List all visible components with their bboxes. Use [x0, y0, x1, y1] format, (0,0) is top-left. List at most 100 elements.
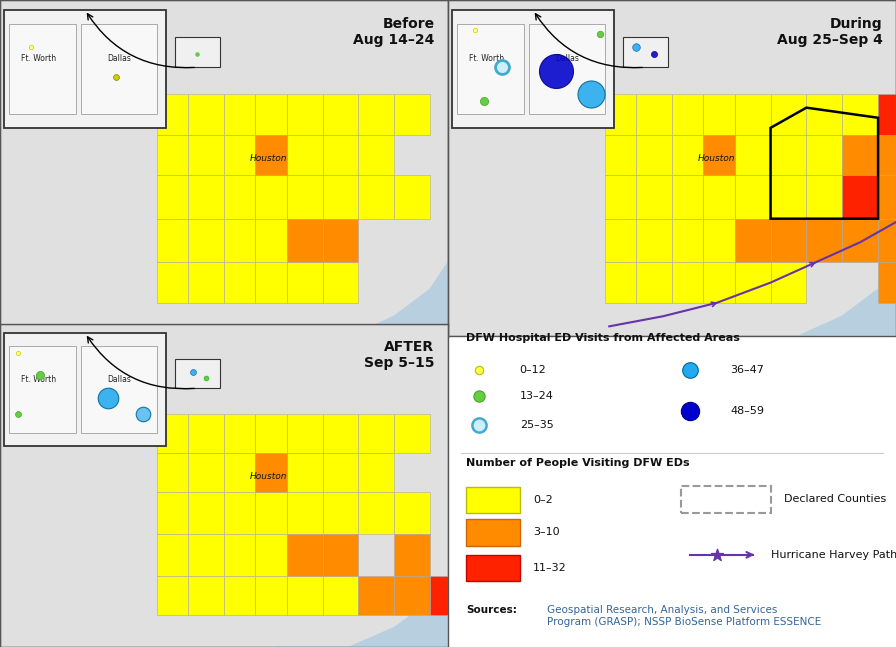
Polygon shape — [703, 135, 735, 175]
Text: Ft. Worth: Ft. Worth — [21, 375, 56, 384]
Polygon shape — [323, 534, 358, 576]
Polygon shape — [323, 219, 358, 263]
Text: During
Aug 25–Sep 4: During Aug 25–Sep 4 — [777, 17, 883, 47]
Polygon shape — [323, 576, 358, 615]
Polygon shape — [806, 135, 842, 175]
Polygon shape — [394, 175, 430, 219]
Polygon shape — [157, 453, 188, 492]
Polygon shape — [323, 94, 358, 135]
Polygon shape — [224, 492, 255, 534]
Point — [710, 550, 724, 560]
Polygon shape — [224, 219, 255, 263]
Point — [647, 49, 661, 59]
Polygon shape — [157, 175, 188, 219]
Bar — [81, 23, 157, 115]
Polygon shape — [735, 263, 771, 303]
Point — [472, 365, 487, 375]
Polygon shape — [188, 94, 224, 135]
Polygon shape — [878, 135, 896, 175]
Polygon shape — [394, 534, 430, 576]
Bar — [681, 487, 771, 512]
Polygon shape — [842, 94, 878, 135]
Polygon shape — [358, 94, 394, 135]
Polygon shape — [188, 135, 224, 175]
Polygon shape — [394, 414, 430, 453]
Polygon shape — [287, 492, 323, 534]
Polygon shape — [394, 492, 430, 534]
Point — [136, 409, 151, 419]
Bar — [175, 37, 220, 67]
Polygon shape — [157, 263, 188, 303]
Bar — [175, 359, 220, 388]
Polygon shape — [771, 94, 806, 135]
Polygon shape — [672, 219, 703, 263]
Bar — [466, 487, 520, 514]
Bar — [452, 10, 614, 128]
Text: 3–10: 3–10 — [533, 527, 560, 537]
Polygon shape — [188, 492, 224, 534]
Bar — [466, 519, 520, 546]
Polygon shape — [806, 219, 842, 263]
Point — [593, 28, 607, 39]
Polygon shape — [605, 94, 636, 135]
Polygon shape — [394, 576, 430, 615]
Bar — [9, 23, 76, 115]
Polygon shape — [157, 534, 188, 576]
Polygon shape — [878, 219, 896, 263]
Polygon shape — [287, 135, 323, 175]
Polygon shape — [726, 263, 896, 336]
Text: Hurricane Harvey Path: Hurricane Harvey Path — [771, 550, 896, 560]
Polygon shape — [157, 219, 188, 263]
Polygon shape — [287, 534, 323, 576]
Polygon shape — [636, 94, 672, 135]
Polygon shape — [771, 135, 806, 175]
Polygon shape — [255, 414, 287, 453]
Polygon shape — [188, 576, 224, 615]
Polygon shape — [224, 534, 255, 576]
Text: Number of People Visiting DFW EDs: Number of People Visiting DFW EDs — [466, 458, 690, 468]
Text: 0–2: 0–2 — [533, 495, 553, 505]
Polygon shape — [771, 219, 806, 263]
Polygon shape — [842, 175, 878, 219]
Polygon shape — [287, 576, 323, 615]
Point — [683, 365, 697, 375]
Polygon shape — [157, 94, 188, 135]
Polygon shape — [703, 219, 735, 263]
Text: 25–35: 25–35 — [520, 421, 554, 430]
Polygon shape — [842, 135, 878, 175]
Text: 11–32: 11–32 — [533, 563, 567, 573]
Polygon shape — [323, 453, 358, 492]
Point — [472, 391, 487, 401]
Polygon shape — [323, 414, 358, 453]
Polygon shape — [636, 219, 672, 263]
Polygon shape — [188, 175, 224, 219]
Polygon shape — [157, 492, 188, 534]
Polygon shape — [224, 94, 255, 135]
Polygon shape — [358, 492, 394, 534]
Point — [468, 25, 482, 36]
Point — [109, 72, 124, 83]
Polygon shape — [636, 135, 672, 175]
Text: Houston: Houston — [250, 472, 288, 481]
Polygon shape — [224, 175, 255, 219]
Bar — [4, 333, 166, 446]
Bar — [9, 346, 76, 433]
Text: Dallas: Dallas — [107, 54, 131, 63]
Point — [472, 421, 487, 431]
Polygon shape — [878, 94, 896, 135]
Polygon shape — [842, 175, 878, 219]
Polygon shape — [255, 135, 287, 175]
Polygon shape — [672, 263, 703, 303]
Point — [199, 373, 213, 384]
Bar — [529, 23, 605, 115]
Point — [11, 347, 25, 358]
Polygon shape — [188, 219, 224, 263]
Bar — [81, 346, 157, 433]
Polygon shape — [605, 219, 636, 263]
Polygon shape — [358, 414, 394, 453]
Point — [477, 96, 491, 106]
Text: Dallas: Dallas — [107, 375, 131, 384]
Polygon shape — [224, 414, 255, 453]
Polygon shape — [605, 135, 636, 175]
Polygon shape — [672, 175, 703, 219]
